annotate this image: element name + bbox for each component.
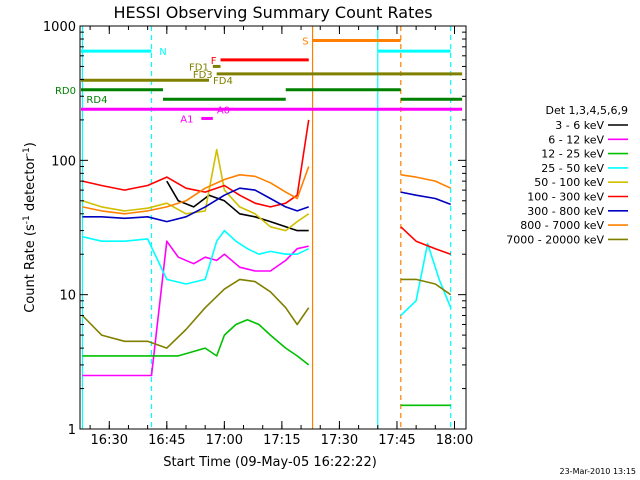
x-tick-label: 17:45 <box>378 433 415 448</box>
x-tick-label: 16:45 <box>148 433 185 448</box>
series-line <box>82 318 310 366</box>
flag-label: FD4 <box>213 76 233 87</box>
flag-label: RD4 <box>86 95 107 106</box>
y-tick-label: 1 <box>68 423 76 438</box>
flag-label: A0 <box>217 105 230 116</box>
series-line <box>82 119 310 208</box>
flag-label: FD1 <box>189 62 209 73</box>
series-line <box>400 278 452 296</box>
chart-title: HESSI Observing Summary Count Rates <box>113 3 432 22</box>
series-line <box>400 174 452 189</box>
x-tick-label: 17:15 <box>263 433 300 448</box>
plot-frame <box>79 25 467 430</box>
time-markers <box>81 26 452 429</box>
series-line <box>400 191 451 206</box>
flag-label: F <box>211 56 217 67</box>
y-tick-label: 1000 <box>43 20 76 35</box>
legend-entry-label: 6 - 12 keV <box>548 133 604 146</box>
legend-title: Det 1,3,4,5,6,9 <box>545 104 628 117</box>
y-tick-label: 100 <box>51 154 76 169</box>
x-tick-label: 16:30 <box>91 433 128 448</box>
x-tick-label: 18:00 <box>436 433 473 448</box>
legend-entry-label: 25 - 50 keV <box>541 162 604 175</box>
x-tick-label: 17:00 <box>206 433 243 448</box>
legend-entry-label: 800 - 7000 keV <box>520 219 604 232</box>
axes: 1 10 100 1000 16:30 16:45 17:00 17:15 17:30 17:45… <box>43 20 473 448</box>
flag-label: A1 <box>180 114 193 125</box>
flag-label: RD0 <box>55 86 76 97</box>
legend-entry-label: 50 - 100 keV <box>534 176 604 189</box>
series-lines <box>81 119 452 407</box>
date-stamp: 23-Mar-2010 13:15 <box>560 467 637 476</box>
flag-label: N <box>159 47 166 58</box>
y-tick-label: 10 <box>59 289 76 304</box>
x-axis-label: Start Time (09-May-05 16:22:22) <box>163 455 377 470</box>
flag-label: S <box>302 36 308 47</box>
series-line <box>82 166 310 215</box>
series-line <box>82 229 310 285</box>
legend-entry-label: 3 - 6 keV <box>555 119 604 132</box>
series-line <box>82 187 309 223</box>
flag-label: FD3 <box>193 70 213 81</box>
legend-entry-label: 7000 - 20000 keV <box>506 233 604 246</box>
legend-entry-label: 300 - 800 keV <box>527 205 604 218</box>
legend-entry-label: 100 - 300 keV <box>527 191 604 204</box>
series-line <box>82 148 310 232</box>
series-line <box>400 226 451 255</box>
x-tick-label: 17:30 <box>321 433 358 448</box>
series-line <box>81 278 310 349</box>
y-axis-label: Count Rate (s-1 detector-1) <box>22 142 38 313</box>
legend-entry-label: 12 - 25 keV <box>541 148 604 161</box>
